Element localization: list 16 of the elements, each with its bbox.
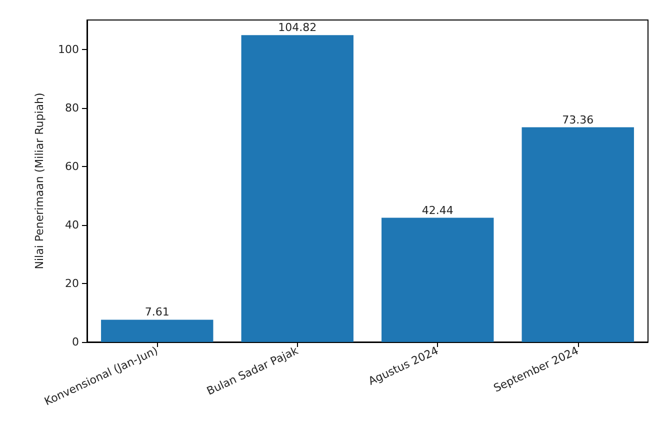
y-tick-label: 0 (72, 336, 79, 348)
data-label: 73.36 (562, 113, 594, 126)
data-label: 7.61 (144, 306, 170, 319)
data-label: 42.44 (422, 204, 454, 217)
y-tick-label: 100 (58, 42, 79, 56)
y-tick-label: 40 (65, 218, 79, 232)
bar (101, 320, 214, 342)
y-tick-label: 60 (65, 160, 79, 173)
x-tick-label: Bulan Sadar Pajak (204, 344, 301, 398)
bar (382, 218, 494, 342)
y-tick-label: 20 (65, 276, 79, 290)
bar (522, 127, 634, 342)
y-axis-title: Nilai Penerimaan (Miliar Rupiah) (33, 92, 46, 270)
data-label: 104.82 (278, 21, 317, 34)
bar (241, 35, 354, 342)
y-tick-label: 80 (65, 101, 79, 114)
